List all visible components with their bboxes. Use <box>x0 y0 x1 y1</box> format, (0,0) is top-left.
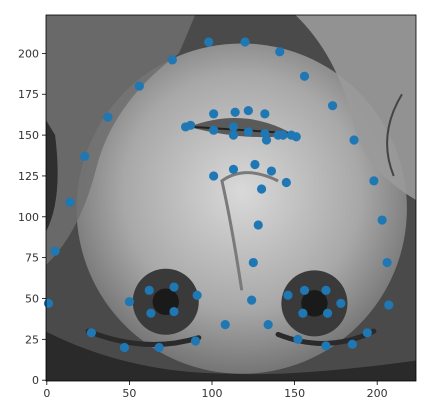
data-point <box>321 285 331 295</box>
data-point <box>124 297 135 307</box>
data-point <box>86 328 97 338</box>
data-point <box>50 246 60 256</box>
data-point <box>209 109 219 119</box>
data-point <box>281 177 291 188</box>
data-point <box>253 220 263 230</box>
data-point <box>230 107 240 117</box>
data-point <box>293 334 303 344</box>
data-point <box>65 197 75 207</box>
data-point <box>180 122 191 132</box>
data-point <box>144 285 154 295</box>
data-point <box>278 130 288 140</box>
y-tick-label: 25 <box>25 333 39 346</box>
data-point <box>248 257 258 268</box>
data-point <box>103 112 113 122</box>
data-point <box>228 130 239 140</box>
data-point <box>169 306 179 317</box>
data-point <box>283 290 293 300</box>
data-point <box>384 300 394 310</box>
data-point <box>192 290 202 300</box>
data-point <box>377 215 387 225</box>
data-point <box>298 308 308 318</box>
data-point <box>134 81 144 91</box>
x-axis: 0 50 100 150 200 <box>43 381 388 400</box>
data-point <box>266 166 277 176</box>
data-point <box>240 37 250 47</box>
data-point <box>220 320 230 330</box>
x-tick-label: 200 <box>367 387 388 400</box>
plot-frame <box>45 14 417 382</box>
data-point <box>146 308 156 318</box>
data-point <box>243 105 253 116</box>
data-point <box>369 176 379 186</box>
y-tick-label: 75 <box>25 252 39 265</box>
y-axis: 0 25 50 75 100 125 150 175 200 <box>18 47 46 387</box>
data-point <box>349 135 359 145</box>
data-point <box>347 339 358 349</box>
y-tick-label: 50 <box>25 292 39 305</box>
data-point <box>154 342 164 353</box>
y-tick-label: 175 <box>18 88 39 101</box>
data-point <box>250 159 260 170</box>
data-point <box>190 336 201 346</box>
data-point <box>209 125 219 135</box>
data-point <box>323 308 333 318</box>
data-point <box>167 55 177 65</box>
data-point <box>247 295 257 305</box>
data-point <box>382 257 392 268</box>
x-tick-label: 0 <box>43 387 50 400</box>
y-tick-label: 200 <box>18 47 39 60</box>
y-tick-label: 150 <box>18 129 39 142</box>
data-point <box>261 135 272 145</box>
y-tick-label: 100 <box>18 211 39 224</box>
y-tick-label: 0 <box>32 374 39 387</box>
data-point <box>275 47 285 57</box>
data-point <box>256 184 267 194</box>
data-point <box>362 328 372 338</box>
data-point <box>209 171 219 181</box>
x-tick-label: 50 <box>122 387 136 400</box>
data-point <box>327 101 338 111</box>
data-point <box>299 285 310 295</box>
x-tick-label: 150 <box>284 387 305 400</box>
data-point <box>321 341 331 351</box>
data-point <box>299 71 310 81</box>
data-point <box>291 132 301 142</box>
data-point <box>119 342 130 353</box>
data-point <box>263 320 273 330</box>
data-point <box>204 37 214 47</box>
y-tick-label: 125 <box>18 170 39 183</box>
face-photo <box>46 15 416 381</box>
data-point <box>43 298 54 308</box>
landmark-points <box>43 37 394 353</box>
data-point <box>260 109 270 119</box>
data-point <box>336 298 346 308</box>
data-point <box>169 282 179 292</box>
data-point <box>80 151 90 161</box>
x-tick-label: 100 <box>202 387 223 400</box>
data-point <box>228 122 239 132</box>
data-point <box>228 164 239 175</box>
data-point <box>243 127 253 137</box>
